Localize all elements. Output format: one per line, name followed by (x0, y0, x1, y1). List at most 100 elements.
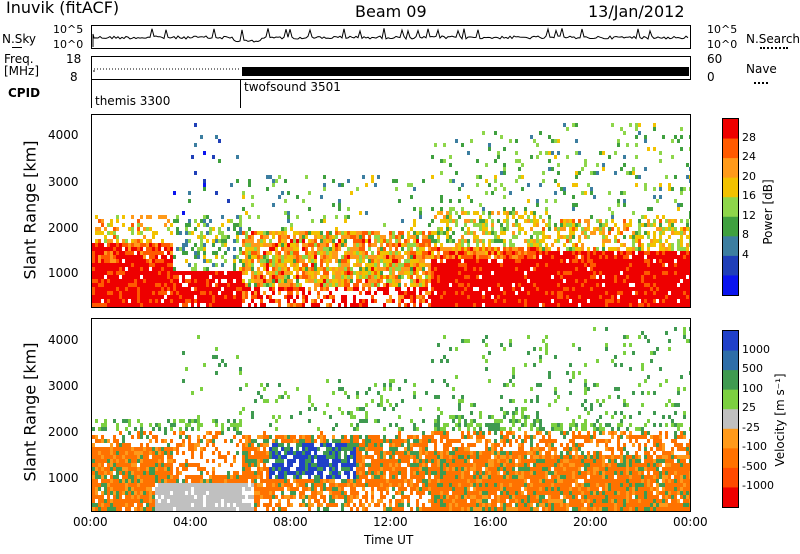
heatmap-cell (458, 247, 461, 251)
heatmap-cell (485, 259, 488, 263)
heatmap-cell (221, 299, 224, 303)
heatmap-cell (317, 271, 320, 275)
heatmap-cell (626, 171, 629, 175)
heatmap-cell (317, 459, 320, 463)
heatmap-cell (407, 243, 410, 247)
heatmap-cell (128, 423, 131, 427)
heatmap-cell (338, 271, 341, 275)
heatmap-cell (113, 275, 116, 279)
heatmap-cell (632, 167, 635, 171)
heatmap-cell (308, 459, 311, 463)
heatmap-cell (188, 483, 191, 487)
heatmap-cell (566, 267, 569, 271)
colorbar-swatch (723, 197, 738, 218)
heatmap-cell (656, 271, 659, 275)
heatmap-cell (527, 283, 530, 287)
heatmap-cell (317, 503, 320, 507)
heatmap-cell (344, 263, 347, 267)
heatmap-cell (212, 239, 215, 243)
heatmap-cell (464, 291, 467, 295)
heatmap-cell (581, 191, 584, 195)
heatmap-cell (257, 483, 260, 487)
heatmap-cell (155, 247, 158, 251)
heatmap-cell (638, 231, 641, 235)
station-title: Inuvik (fitACF) (6, 0, 120, 17)
heatmap-cell (143, 471, 146, 475)
heatmap-cell (170, 243, 173, 247)
heatmap-cell (119, 443, 122, 447)
heatmap-cell (104, 423, 107, 427)
heatmap-cell (401, 231, 404, 235)
heatmap-cell (560, 263, 563, 267)
heatmap-cell (143, 295, 146, 299)
heatmap-cell (617, 279, 620, 283)
heatmap-cell (425, 275, 428, 279)
heatmap-cell (125, 471, 128, 475)
heatmap-cell (119, 495, 122, 499)
heatmap-cell (467, 295, 470, 299)
heatmap-cell (524, 239, 527, 243)
heatmap-cell (167, 455, 170, 459)
heatmap-cell (548, 299, 551, 303)
heatmap-cell (476, 251, 479, 255)
heatmap-cell (215, 135, 218, 139)
heatmap-cell (326, 283, 329, 287)
heatmap-cell (638, 123, 641, 127)
heatmap-cell (338, 451, 341, 455)
heatmap-cell (251, 475, 254, 479)
heatmap-cell (473, 299, 476, 303)
heatmap-cell (596, 295, 599, 299)
heatmap-cell (104, 303, 107, 307)
heatmap-cell (257, 447, 260, 451)
heatmap-cell (242, 283, 245, 287)
heatmap-cell (410, 183, 413, 187)
heatmap-cell (308, 399, 311, 403)
heatmap-cell (119, 291, 122, 295)
heatmap-cell (95, 231, 98, 235)
heatmap-cell (599, 259, 602, 263)
heatmap-cell (452, 231, 455, 235)
heatmap-cell (308, 275, 311, 279)
heatmap-cell (152, 451, 155, 455)
heatmap-cell (128, 475, 131, 479)
heatmap-cell (470, 271, 473, 275)
heatmap-cell (206, 231, 209, 235)
heatmap-cell (515, 271, 518, 275)
heatmap-cell (176, 503, 179, 507)
heatmap-cell (260, 231, 263, 235)
heatmap-cell (368, 287, 371, 291)
heatmap-cell (218, 499, 221, 503)
heatmap-cell (128, 295, 131, 299)
heatmap-cell (461, 291, 464, 295)
heatmap-cell (206, 283, 209, 287)
heatmap-cell (188, 463, 191, 467)
colorbar-swatch (723, 236, 738, 257)
heatmap-cell (230, 279, 233, 283)
heatmap-cell (452, 283, 455, 287)
heatmap-cell (275, 251, 278, 255)
heatmap-cell (107, 283, 110, 287)
heatmap-cell (488, 263, 491, 267)
heatmap-cell (161, 263, 164, 267)
heatmap-cell (689, 255, 692, 259)
heatmap-cell (92, 503, 95, 507)
heatmap-cell (137, 507, 140, 511)
heatmap-cell (179, 247, 182, 251)
heatmap-cell (296, 487, 299, 491)
heatmap-cell (653, 279, 656, 283)
heatmap-cell (644, 167, 647, 171)
heatmap-cell (170, 259, 173, 263)
heatmap-cell (119, 267, 122, 271)
heatmap-cell (329, 455, 332, 459)
heatmap-cell (293, 243, 296, 247)
heatmap-cell (329, 491, 332, 495)
heatmap-cell (179, 427, 182, 431)
heatmap-cell (638, 271, 641, 275)
heatmap-cell (512, 275, 515, 279)
heatmap-cell (350, 251, 353, 255)
heatmap-cell (278, 283, 281, 287)
heatmap-cell (236, 235, 239, 239)
heatmap-cell (569, 255, 572, 259)
heatmap-cell (149, 447, 152, 451)
heatmap-cell (668, 267, 671, 271)
